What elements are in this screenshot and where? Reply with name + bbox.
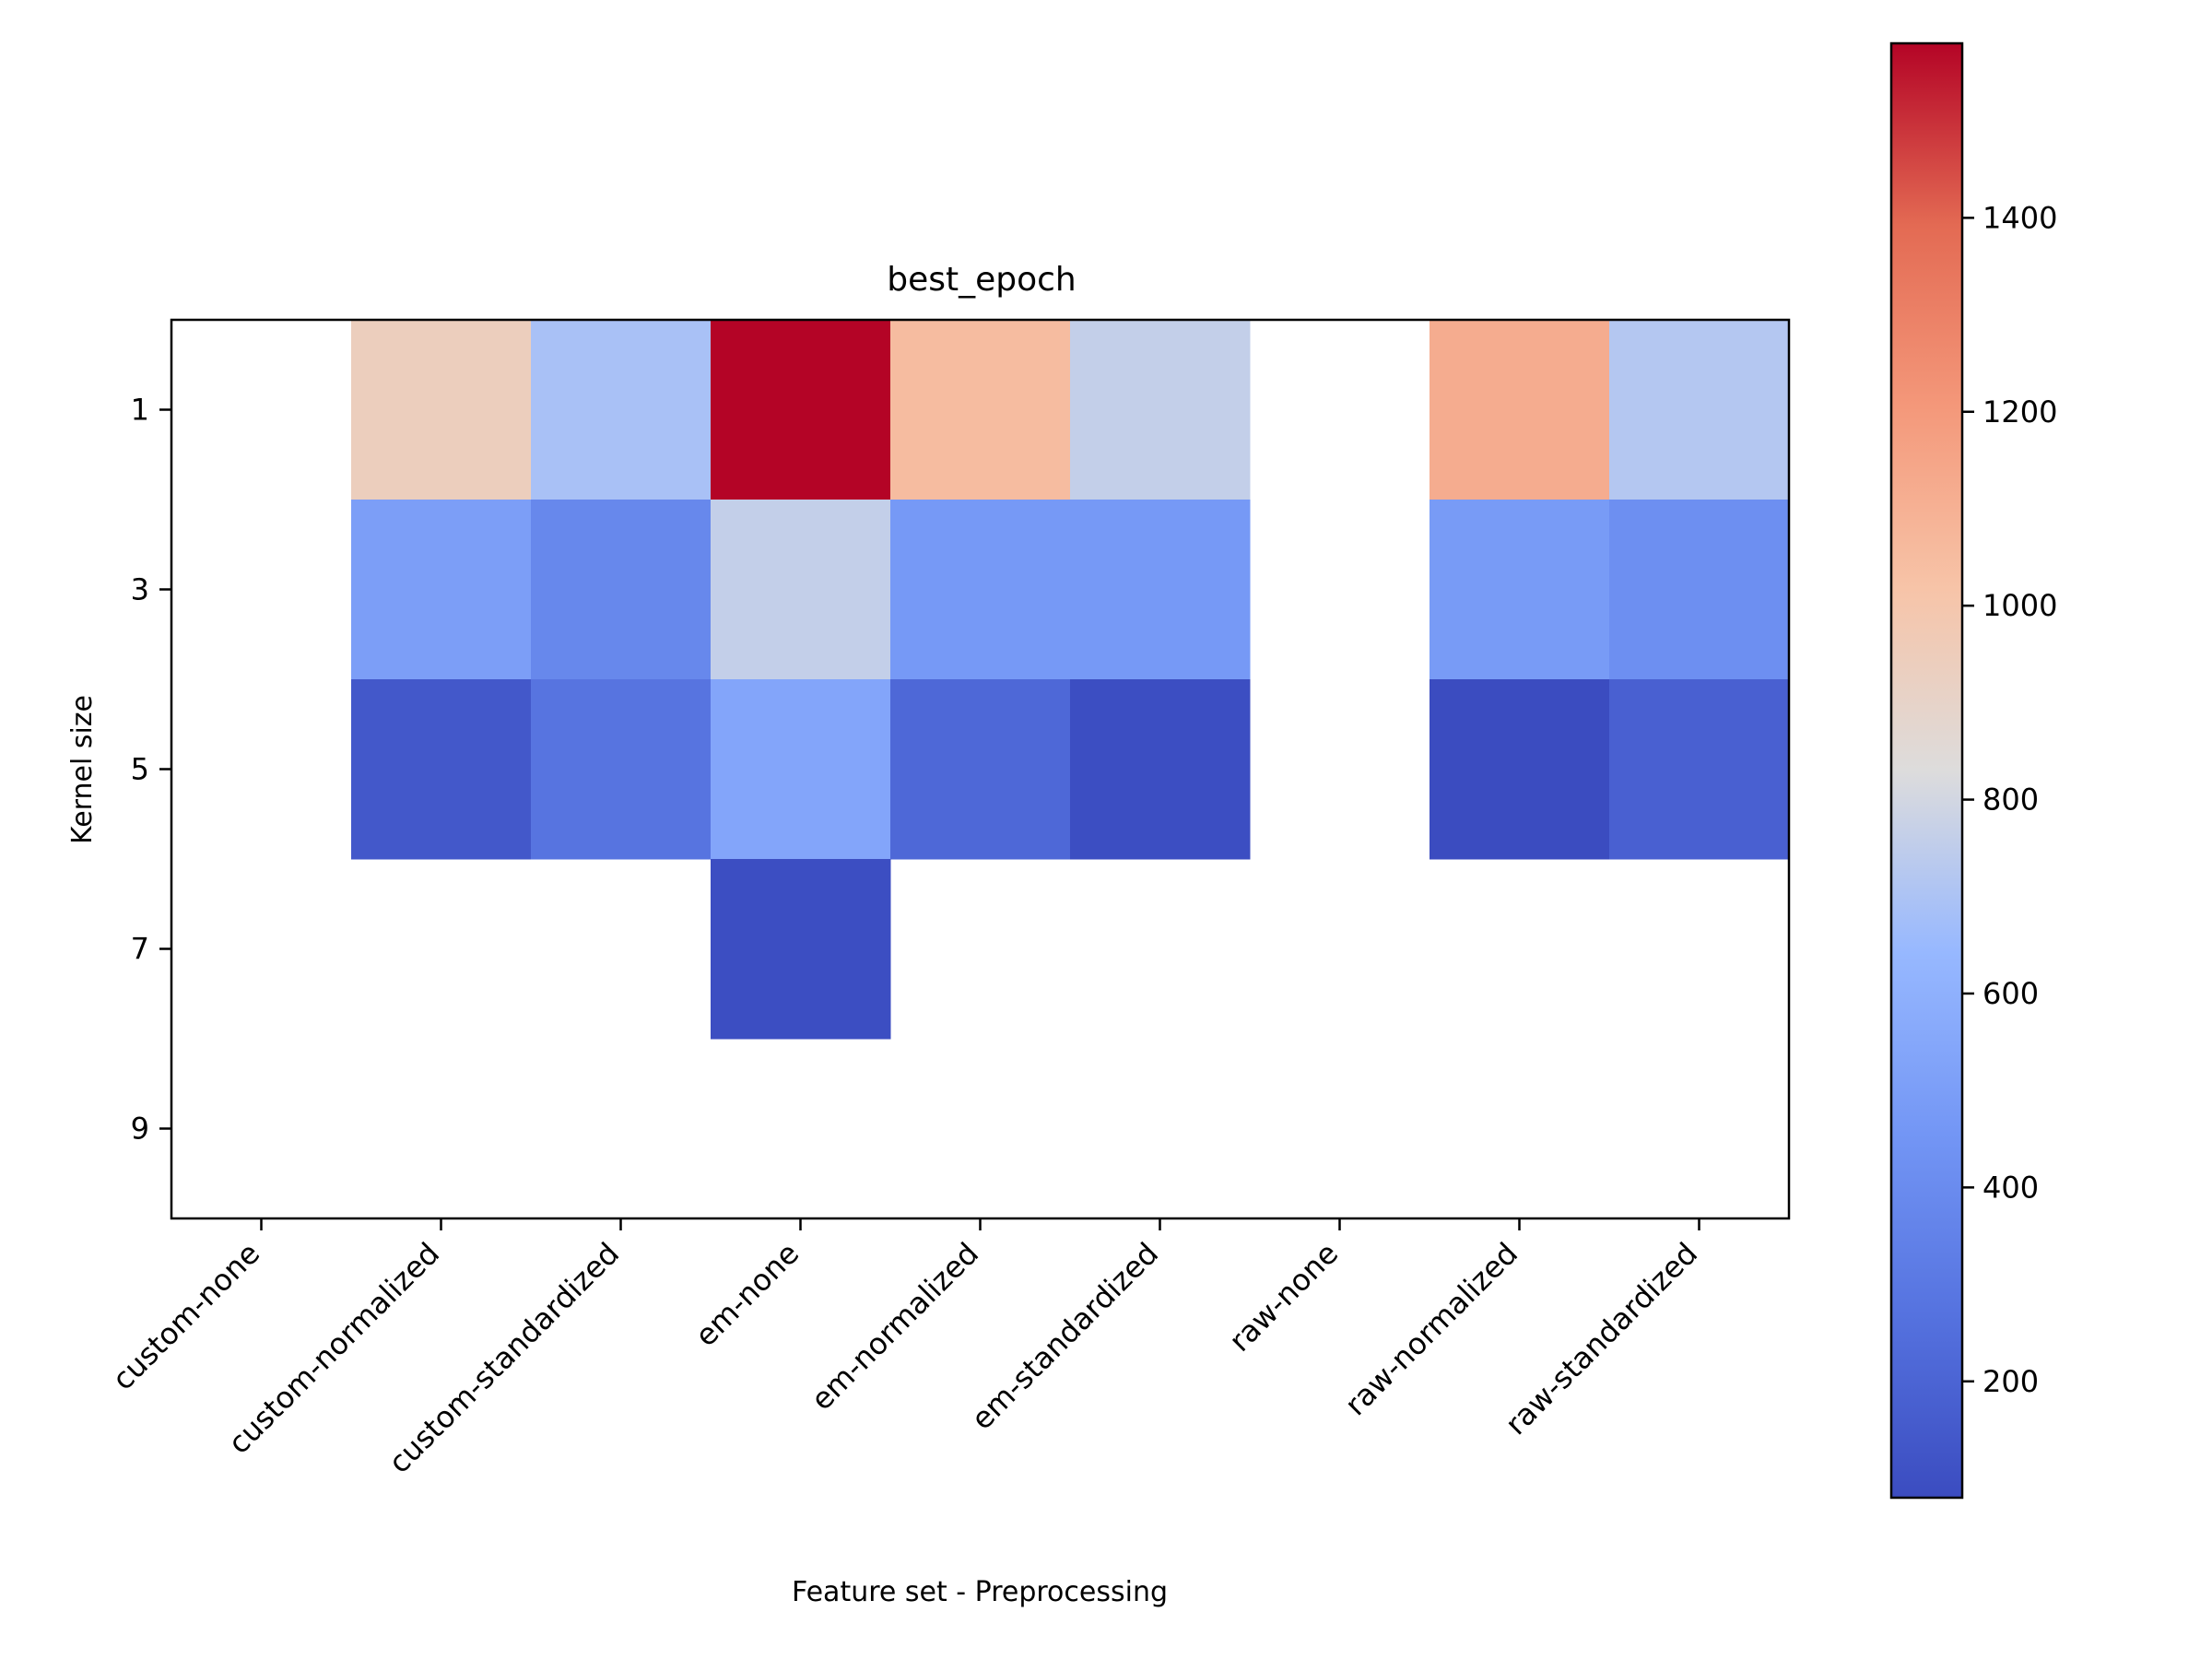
y-tick-label: 3 [131,572,149,607]
y-tick-label: 5 [131,752,149,787]
colorbar-tick-label: 1200 [1983,394,2057,429]
x-tick-label: raw-standardized [1499,1236,1705,1442]
chart-title: best_epoch [887,261,1077,299]
heatmap-cell [1070,500,1251,680]
x-axis: custom-nonecustom-normalizedcustom-stand… [105,1218,1704,1480]
heatmap-cell [890,679,1071,860]
heatmap-cell [711,500,891,680]
heatmap-cell [1430,679,1610,860]
heatmap-cell [351,500,532,680]
y-tick-label: 7 [131,932,149,967]
heatmap-cell [711,679,891,860]
heatmap-cell [351,679,532,860]
heatmap-cell [711,320,891,500]
heatmap-cell [1070,679,1251,860]
colorbar-axis: 200 400 600 800 1000 1200 1400 [1962,200,2057,1399]
heatmap-cell [890,320,1071,500]
heatmap-cell [531,679,712,860]
heatmap-cell [1609,320,1790,500]
y-axis: 1 3 5 7 9 [131,393,171,1147]
colorbar-tick-label: 200 [1983,1364,2039,1399]
colorbar-tick-label: 600 [1983,976,2039,1011]
heatmap-cell [531,320,712,500]
heatmap-cell [711,859,891,1040]
x-tick-label: raw-none [1222,1236,1345,1359]
x-tick-label: em-none [688,1236,806,1353]
heatmap-cell [531,500,712,680]
x-tick-label: raw-normalized [1338,1236,1524,1422]
heatmap-cell [1070,320,1251,500]
heatmap-cell [1609,500,1790,680]
heatmap-cell [1430,320,1610,500]
x-axis-label: Feature set - Preprocessing [792,1576,1168,1608]
colorbar-tick-label: 1400 [1983,200,2057,235]
heatmap-cells [351,320,1790,1040]
x-tick-label: custom-none [105,1236,266,1397]
x-tick-label: em-normalized [804,1236,985,1418]
heatmap-cell [1430,500,1610,680]
heatmap-cell [890,500,1071,680]
heatmap-cell [1609,679,1790,860]
colorbar [1889,41,1964,1500]
y-axis-label: Kernel size [66,695,99,844]
y-tick-label: 9 [131,1112,149,1147]
colorbar-tick-label: 400 [1983,1170,2039,1205]
heatmap-cell [351,320,532,500]
y-tick-label: 1 [131,393,149,428]
colorbar-tick-label: 1000 [1983,588,2057,623]
x-tick-label: em-standardized [964,1236,1165,1437]
colorbar-tick-label: 800 [1983,782,2039,818]
